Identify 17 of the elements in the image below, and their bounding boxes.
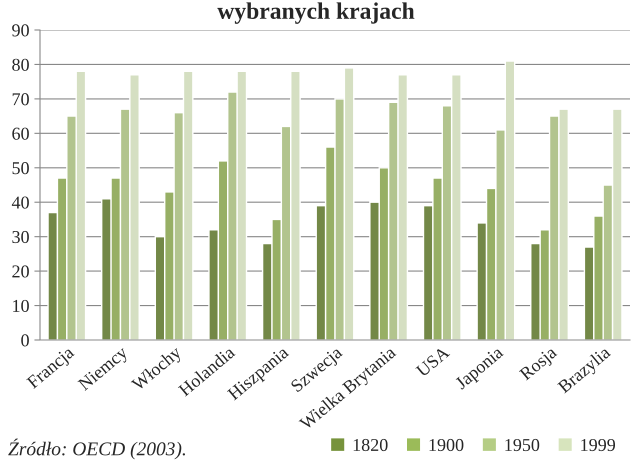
y-tick-label: 70 xyxy=(12,93,29,106)
text: Źródło: OECD (2003). xyxy=(8,438,186,460)
y-tick-label: 30 xyxy=(12,230,29,244)
legend-label: 1900 xyxy=(430,438,464,452)
legend-label: 1999 xyxy=(581,438,616,452)
y-tick-label: 10 xyxy=(13,300,29,312)
legend-label: 1820 xyxy=(354,438,388,452)
y-tick-label: 90 xyxy=(12,24,29,36)
legend-label: 1950 xyxy=(505,438,540,452)
y-tick-label: 50 xyxy=(12,162,29,174)
y-tick-label: 20 xyxy=(12,265,29,278)
y-tick-label: 0 xyxy=(21,334,29,346)
y-tick-label: 80 xyxy=(12,58,29,71)
chart-title: wybranych krajach xyxy=(217,2,414,24)
y-tick-label: 40 xyxy=(12,196,29,209)
x-tick-label: USA xyxy=(415,345,450,378)
y-tick-label: 60 xyxy=(12,128,29,140)
